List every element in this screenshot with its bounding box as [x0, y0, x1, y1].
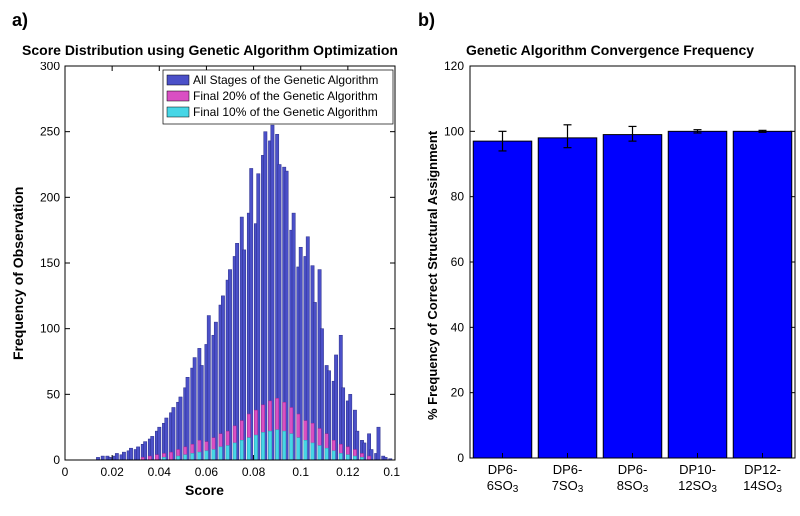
svg-text:0: 0: [62, 465, 69, 479]
panel-a-ylabel: Frequency of Observation: [10, 187, 26, 360]
svg-text:100: 100: [40, 322, 60, 336]
svg-text:All Stages of the Genetic Algo: All Stages of the Genetic Algorithm: [193, 73, 378, 87]
panel-a-label: a): [12, 10, 28, 31]
svg-text:250: 250: [40, 125, 60, 139]
svg-text:120: 120: [444, 60, 464, 73]
svg-text:7SO3: 7SO3: [552, 478, 584, 495]
svg-text:40: 40: [451, 320, 465, 334]
panel-a-title: Score Distribution using Genetic Algorit…: [20, 42, 400, 58]
panel-b-plot: 020406080100120DP6-6SO3DP6-7SO3DP6-8SO3D…: [430, 60, 800, 500]
svg-text:DP6-: DP6-: [618, 462, 648, 477]
svg-text:0.04: 0.04: [148, 465, 172, 479]
panel-a-xlabel: Score: [185, 482, 224, 498]
svg-text:0.02: 0.02: [100, 465, 124, 479]
svg-text:8SO3: 8SO3: [617, 478, 649, 495]
svg-text:0: 0: [457, 451, 464, 465]
svg-text:12SO3: 12SO3: [678, 478, 717, 495]
figure-container: a) b) Score Distribution using Genetic A…: [0, 0, 800, 516]
svg-text:0.08: 0.08: [242, 465, 266, 479]
svg-text:200: 200: [40, 190, 60, 204]
svg-text:50: 50: [47, 387, 61, 401]
svg-text:0.14: 0.14: [383, 465, 400, 479]
svg-text:100: 100: [444, 124, 464, 138]
svg-text:DP6-: DP6-: [488, 462, 518, 477]
svg-text:20: 20: [451, 386, 465, 400]
svg-text:DP10-: DP10-: [679, 462, 716, 477]
svg-text:DP12-: DP12-: [744, 462, 781, 477]
svg-text:DP6-: DP6-: [553, 462, 583, 477]
svg-text:150: 150: [40, 256, 60, 270]
panel-a-plot: 0 50 100 150 200 250 300 0 0.02 0.04 0.06 0.08 0.1 0.…: [20, 62, 400, 492]
svg-text:300: 300: [40, 62, 60, 73]
svg-text:0.12: 0.12: [336, 465, 360, 479]
panel-b-ylabel: % Frequency of Correct Structural Assign…: [425, 131, 440, 420]
svg-text:60: 60: [451, 255, 465, 269]
svg-text:0.1: 0.1: [292, 465, 309, 479]
svg-text:14SO3: 14SO3: [743, 478, 782, 495]
panel-b-label: b): [418, 10, 435, 31]
svg-text:Final 20% of the Genetic Algor: Final 20% of the Genetic Algorithm: [193, 89, 378, 103]
svg-text:0: 0: [53, 453, 60, 467]
svg-text:6SO3: 6SO3: [487, 478, 519, 495]
svg-text:80: 80: [451, 190, 465, 204]
svg-text:0.06: 0.06: [195, 465, 219, 479]
panel-b-title: Genetic Algorithm Convergence Frequency: [430, 42, 790, 58]
svg-text:Final 10% of the Genetic Algor: Final 10% of the Genetic Algorithm: [193, 105, 378, 119]
